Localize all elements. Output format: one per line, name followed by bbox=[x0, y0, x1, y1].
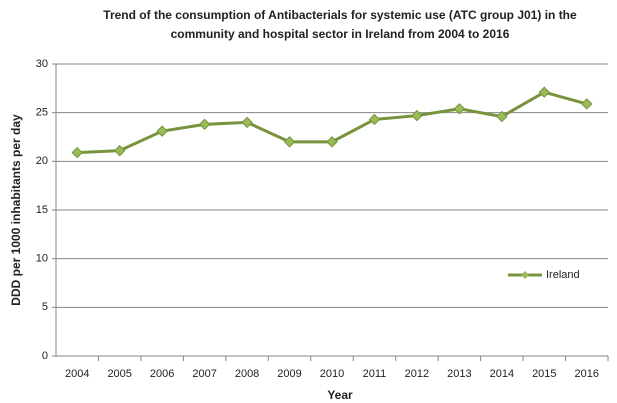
x-tick-label: 2012 bbox=[405, 368, 429, 380]
x-tick-label: 2015 bbox=[532, 368, 556, 380]
x-tick-label: 2005 bbox=[107, 368, 131, 380]
y-tick-label: 30 bbox=[36, 58, 48, 70]
x-tick-label: 2004 bbox=[65, 368, 89, 380]
x-tick-label: 2016 bbox=[575, 368, 599, 380]
legend-marker bbox=[521, 271, 529, 279]
data-marker bbox=[368, 113, 381, 126]
data-marker bbox=[113, 144, 126, 157]
data-marker bbox=[581, 98, 593, 110]
y-tick-label: 20 bbox=[36, 155, 48, 167]
chart-title: Trend of the consumption of Antibacteria… bbox=[103, 8, 577, 41]
x-tick-label: 2007 bbox=[192, 368, 216, 380]
data-marker bbox=[241, 116, 253, 129]
data-marker bbox=[156, 125, 168, 137]
y-tick-label: 5 bbox=[42, 301, 48, 313]
legend-label: Ireland bbox=[546, 269, 580, 281]
x-tick-label: 2008 bbox=[235, 368, 259, 380]
x-tick-label: 2014 bbox=[490, 368, 514, 380]
data-marker bbox=[538, 86, 551, 98]
x-axis-label: Year bbox=[327, 388, 353, 402]
y-tick-label: 0 bbox=[42, 350, 48, 362]
data-marker bbox=[411, 109, 423, 122]
x-tick-label: 2011 bbox=[363, 368, 387, 380]
y-axis-label: DDD per 1000 inhabitants per day bbox=[9, 114, 23, 306]
y-tick-label: 15 bbox=[36, 204, 48, 216]
y-tick-label: 10 bbox=[36, 253, 48, 265]
y-tick-label: 25 bbox=[36, 107, 48, 119]
data-marker bbox=[283, 136, 296, 148]
x-tick-label: 2006 bbox=[150, 368, 174, 380]
x-tick-label: 2010 bbox=[320, 368, 344, 380]
data-marker bbox=[198, 118, 211, 131]
data-marker bbox=[326, 136, 338, 148]
x-tick-label: 2013 bbox=[447, 368, 471, 380]
data-marker bbox=[453, 103, 466, 115]
x-tick-label: 2009 bbox=[277, 368, 301, 380]
data-marker bbox=[496, 110, 508, 123]
data-marker bbox=[71, 146, 83, 159]
